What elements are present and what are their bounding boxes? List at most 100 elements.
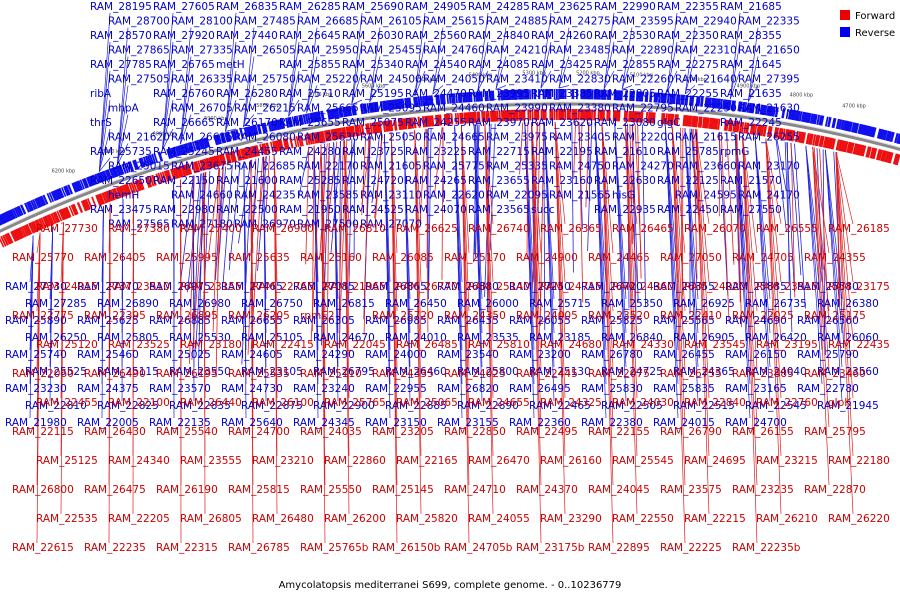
reverse-feature bbox=[515, 89, 518, 100]
forward-feature bbox=[231, 150, 237, 163]
forward-feature bbox=[341, 127, 346, 139]
forward-feature bbox=[888, 152, 894, 164]
reverse-gene-label: RAM_24375 bbox=[77, 383, 139, 395]
reverse-leader-line bbox=[729, 70, 741, 100]
forward-gene-label: RAM_26490 bbox=[84, 368, 146, 380]
reverse-gene-label: RAM_21635 bbox=[720, 88, 782, 100]
forward-feature bbox=[527, 109, 530, 121]
forward-feature bbox=[113, 187, 120, 199]
tick-label: 5300 kbp bbox=[522, 70, 546, 76]
reverse-feature bbox=[885, 130, 891, 142]
reverse-feature bbox=[379, 101, 384, 112]
forward-gene-label: RAM_24710 bbox=[444, 484, 506, 496]
cluster-leader-line bbox=[476, 124, 481, 319]
forward-leader-line bbox=[625, 123, 638, 341]
reverse-feature bbox=[649, 92, 653, 103]
reverse-gene-label: RAM_22245 bbox=[720, 117, 782, 129]
forward-feature bbox=[80, 200, 88, 212]
reverse-leader-line bbox=[540, 12, 552, 89]
forward-gene-label: RAM_22535 bbox=[36, 513, 98, 525]
reverse-feature bbox=[263, 122, 268, 133]
forward-feature bbox=[237, 149, 243, 161]
reverse-gene-label: RAM_25785 bbox=[657, 146, 719, 158]
reverse-gene-label: RAM_23385 bbox=[531, 88, 593, 100]
reverse-gene-label: RAM_22830 bbox=[549, 74, 611, 86]
forward-feature bbox=[850, 142, 855, 154]
cluster-leader-line bbox=[441, 127, 444, 280]
forward-feature bbox=[369, 122, 373, 135]
reverse-feature bbox=[140, 157, 146, 168]
reverse-feature bbox=[134, 159, 140, 170]
reverse-gene-label: RAM_26455 bbox=[653, 349, 715, 361]
reverse-feature bbox=[54, 189, 62, 200]
forward-gene-label: RAM_24005 bbox=[516, 310, 578, 322]
reverse-gene-label: RAM_25460 bbox=[77, 349, 139, 361]
reverse-feature bbox=[153, 153, 159, 164]
reverse-feature bbox=[113, 166, 119, 177]
reverse-feature bbox=[331, 108, 336, 119]
forward-feature bbox=[734, 121, 739, 133]
forward-feature bbox=[195, 161, 201, 173]
forward-leader-line bbox=[765, 138, 782, 225]
reverse-feature bbox=[326, 109, 332, 120]
reverse-gene-label: RAM_23570 bbox=[149, 383, 211, 395]
reverse-feature bbox=[699, 96, 704, 107]
forward-gene-label: RAM_22435 bbox=[828, 339, 890, 351]
forward-gene-label: RAM_26900 bbox=[252, 223, 314, 235]
forward-gene-label: RAM_22445 bbox=[516, 368, 578, 380]
forward-feature bbox=[248, 146, 254, 158]
reverse-feature bbox=[640, 91, 644, 102]
reverse-leader-line bbox=[162, 99, 174, 150]
reverse-gene-label: RAM_24260 bbox=[531, 30, 593, 42]
reverse-feature bbox=[604, 89, 607, 100]
reverse-gene-label: RAM_25890 bbox=[5, 315, 67, 327]
reverse-feature bbox=[484, 91, 488, 102]
forward-gene-label: RAM_26365 bbox=[540, 223, 602, 235]
reverse-gene-label: RAM_25350 bbox=[601, 298, 663, 310]
reverse-feature bbox=[170, 147, 177, 158]
reverse-leader-line bbox=[684, 128, 699, 300]
forward-feature bbox=[2, 234, 9, 246]
reverse-leader-line bbox=[414, 41, 426, 97]
cluster-leader-line bbox=[819, 148, 829, 320]
reverse-feature bbox=[655, 92, 659, 103]
forward-feature bbox=[894, 153, 900, 166]
reverse-feature bbox=[870, 126, 876, 138]
reverse-feature bbox=[479, 91, 483, 102]
reverse-leader-line bbox=[432, 27, 444, 95]
reverse-feature bbox=[285, 117, 290, 128]
reverse-feature bbox=[719, 98, 723, 110]
forward-feature bbox=[367, 123, 371, 135]
reverse-gene-label: RAM_26735 bbox=[745, 298, 807, 310]
reverse-gene-label: RAM_25665 bbox=[297, 103, 359, 115]
cluster-leader-line bbox=[207, 168, 220, 260]
reverse-gene-label: RAM_25715 bbox=[529, 298, 591, 310]
reverse-gene-label: RAM_24840 bbox=[468, 30, 530, 42]
reverse-feature bbox=[77, 180, 84, 191]
reverse-gene-label: RAM_23655 bbox=[468, 175, 530, 187]
forward-gene-label: RAM_25795 bbox=[804, 426, 866, 438]
forward-gene-label: RAM_23210 bbox=[252, 455, 314, 467]
reverse-gene-label: RAM_26335 bbox=[171, 74, 233, 86]
reverse-gene-label: RAM_27395 bbox=[738, 74, 800, 86]
forward-feature bbox=[44, 215, 51, 227]
forward-leader-line bbox=[554, 121, 566, 225]
forward-gene-label: RAM_24340 bbox=[108, 455, 170, 467]
reverse-leader-line bbox=[243, 27, 255, 127]
cluster-leader-line bbox=[426, 128, 429, 333]
cluster-leader-line bbox=[222, 164, 233, 283]
reverse-gene-label: RAM_22355 bbox=[657, 1, 719, 13]
forward-feature bbox=[717, 118, 721, 130]
reverse-feature bbox=[230, 130, 236, 141]
reverse-gene-label: RAM_26720 bbox=[581, 281, 643, 293]
reverse-leader-line bbox=[666, 70, 678, 93]
reverse-gene-label: RAM_26060 bbox=[817, 332, 879, 344]
reverse-gene-label: RAM_23080 bbox=[594, 117, 656, 129]
reverse-gene-label: RAM_23530 bbox=[594, 30, 656, 42]
reverse-feature bbox=[63, 185, 70, 197]
reverse-feature bbox=[473, 91, 476, 102]
forward-feature bbox=[805, 133, 811, 145]
forward-leader-line bbox=[765, 138, 782, 341]
reverse-feature bbox=[748, 102, 753, 114]
reverse-gene-label: RAM_23185 bbox=[529, 332, 591, 344]
